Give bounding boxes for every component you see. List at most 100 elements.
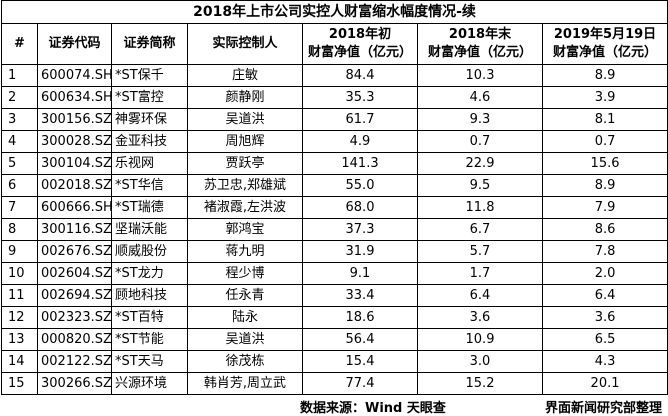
header-code: 证券代码: [37, 23, 112, 65]
cell-end-wealth: 0.7: [417, 130, 543, 153]
cell-name: *ST百特: [111, 306, 188, 329]
cell-may-wealth: 6.5: [541, 328, 668, 351]
cell-controller: 庄敏: [187, 64, 303, 87]
header-start-wealth: 2018年初 财富净值（亿元）: [302, 23, 418, 65]
cell-name: *ST富控: [111, 86, 188, 109]
table-row: 15 300266.SZ 兴源环境 韩肖芳,周立武 77.4 15.2 20.1: [1, 372, 668, 395]
cell-end-wealth: 10.3: [417, 64, 543, 87]
cell-code: 002694.SZ: [37, 284, 112, 307]
cell-code: 300266.SZ: [37, 372, 112, 395]
header-may-line1: 2019年5月19日: [553, 27, 657, 42]
cell-code: 002676.SZ: [37, 240, 112, 263]
cell-may-wealth: 3.9: [541, 86, 668, 109]
table-row: 6 002018.SZ *ST华信 苏卫忠,郑雄斌 55.0 9.5 8.9: [1, 174, 668, 197]
cell-end-wealth: 3.0: [417, 350, 543, 373]
cell-controller: 徐茂栋: [187, 350, 303, 373]
cell-controller: 韩肖芳,周立武: [187, 372, 303, 395]
cell-end-wealth: 10.9: [417, 328, 543, 351]
cell-name: 金亚科技: [111, 130, 188, 153]
data-source: 数据来源：Wind 天眼查: [300, 401, 446, 416]
cell-name: 神雾环保: [111, 108, 188, 131]
cell-start-wealth: 33.4: [302, 284, 418, 307]
cell-name: 乐视网: [111, 152, 188, 175]
cell-start-wealth: 84.4: [302, 64, 418, 87]
cell-controller: 贾跃亭: [187, 152, 303, 175]
cell-end-wealth: 15.2: [417, 372, 543, 395]
table-row: 1 600074.SH *ST保千 庄敏 84.4 10.3 8.9: [1, 64, 668, 87]
cell-controller: 吴道洪: [187, 328, 303, 351]
cell-end-wealth: 6.4: [417, 284, 543, 307]
cell-name: *ST龙力: [111, 262, 188, 285]
cell-start-wealth: 18.6: [302, 306, 418, 329]
cell-may-wealth: 8.9: [541, 174, 668, 197]
cell-no: 1: [1, 64, 38, 87]
cell-name: *ST华信: [111, 174, 188, 197]
cell-no: 6: [1, 174, 38, 197]
cell-may-wealth: 20.1: [541, 372, 668, 395]
table-row: 3 300156.SZ 神雾环保 吴道洪 61.7 9.3 8.1: [1, 108, 668, 131]
cell-code: 002122.SZ: [37, 350, 112, 373]
organizer-credit: 界面新闻研究部整理: [544, 401, 662, 416]
cell-end-wealth: 22.9: [417, 152, 543, 175]
cell-end-wealth: 3.6: [417, 306, 543, 329]
cell-no: 7: [1, 196, 38, 219]
table-row: 14 002122.SZ *ST天马 徐茂栋 15.4 3.0 4.3: [1, 350, 668, 373]
cell-code: 600074.SH: [37, 64, 112, 87]
cell-controller: 褚淑霞,左洪波: [187, 196, 303, 219]
cell-start-wealth: 56.4: [302, 328, 418, 351]
cell-name: 顾地科技: [111, 284, 188, 307]
cell-end-wealth: 6.7: [417, 218, 543, 241]
cell-no: 4: [1, 130, 38, 153]
table-row: 4 300028.SZ 金亚科技 周旭辉 4.9 0.7 0.7: [1, 130, 668, 153]
cell-controller: 陆永: [187, 306, 303, 329]
cell-start-wealth: 61.7: [302, 108, 418, 131]
cell-code: 300104.SZ: [37, 152, 112, 175]
cell-start-wealth: 4.9: [302, 130, 418, 153]
cell-end-wealth: 4.6: [417, 86, 543, 109]
cell-no: 15: [1, 372, 38, 395]
cell-code: 600666.SH: [37, 196, 112, 219]
cell-no: 14: [1, 350, 38, 373]
header-end-line2: 财富净值（亿元）: [427, 45, 532, 60]
cell-name: *ST瑞德: [111, 196, 188, 219]
cell-may-wealth: 4.3: [541, 350, 668, 373]
cell-start-wealth: 77.4: [302, 372, 418, 395]
cell-end-wealth: 1.7: [417, 262, 543, 285]
table-row: 10 002604.SZ *ST龙力 程少博 9.1 1.7 2.0: [1, 262, 668, 285]
table-row: 2 600634.SH *ST富控 颜静刚 35.3 4.6 3.9: [1, 86, 668, 109]
cell-controller: 吴道洪: [187, 108, 303, 131]
cell-controller: 苏卫忠,郑雄斌: [187, 174, 303, 197]
cell-name: *ST节能: [111, 328, 188, 351]
header-may-line2: 财富净值（亿元）: [553, 45, 658, 60]
cell-code: 300028.SZ: [37, 130, 112, 153]
cell-start-wealth: 68.0: [302, 196, 418, 219]
cell-no: 3: [1, 108, 38, 131]
cell-name: 坚瑞沃能: [111, 218, 188, 241]
table-title: 2018年上市公司实控人财富缩水幅度情况-续: [0, 0, 668, 24]
table-row: 7 600666.SH *ST瑞德 褚淑霞,左洪波 68.0 11.8 7.9: [1, 196, 668, 219]
cell-start-wealth: 9.1: [302, 262, 418, 285]
cell-may-wealth: 6.4: [541, 284, 668, 307]
cell-name: 顺威股份: [111, 240, 188, 263]
cell-no: 5: [1, 152, 38, 175]
table-row: 12 002323.SZ *ST百特 陆永 18.6 3.6 3.6: [1, 306, 668, 329]
cell-controller: 周旭辉: [187, 130, 303, 153]
cell-code: 600634.SH: [37, 86, 112, 109]
header-controller: 实际控制人: [187, 23, 303, 65]
cell-start-wealth: 37.3: [302, 218, 418, 241]
cell-no: 9: [1, 240, 38, 263]
cell-code: 300116.SZ: [37, 218, 112, 241]
cell-controller: 任永青: [187, 284, 303, 307]
cell-start-wealth: 141.3: [302, 152, 418, 175]
table-body: 1 600074.SH *ST保千 庄敏 84.4 10.3 8.9 2 600634.SH *S…: [1, 64, 668, 395]
header-no: #: [1, 23, 38, 65]
cell-code: 000820.SZ: [37, 328, 112, 351]
header-name: 证券简称: [111, 23, 188, 65]
table-row: 5 300104.SZ 乐视网 贾跃亭 141.3 22.9 15.6: [1, 152, 668, 175]
cell-code: 002323.SZ: [37, 306, 112, 329]
header-may-wealth: 2019年5月19日 财富净值（亿元）: [541, 23, 668, 65]
cell-start-wealth: 15.4: [302, 350, 418, 373]
cell-may-wealth: 0.7: [541, 130, 668, 153]
cell-may-wealth: 3.6: [541, 306, 668, 329]
